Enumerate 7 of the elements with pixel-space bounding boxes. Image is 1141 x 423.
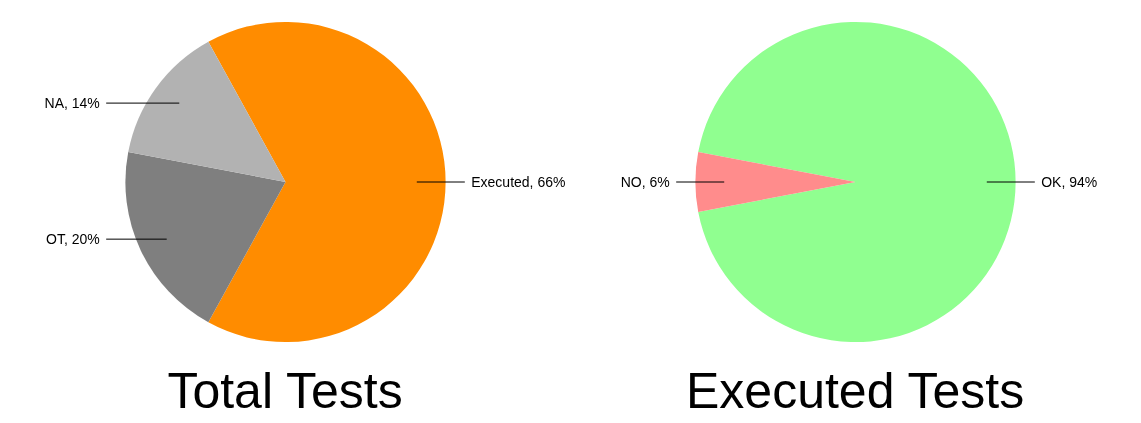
- slice-label: NA, 14%: [44, 95, 100, 112]
- slice-label: OT, 20%: [46, 231, 100, 248]
- slice-label: NO, 6%: [620, 174, 670, 190]
- text: Executed Tests: [685, 362, 1025, 419]
- slice-label: Executed, 66%: [471, 174, 566, 190]
- text: Total Tests: [167, 362, 403, 419]
- slice-label: OK, 94%: [1041, 174, 1098, 190]
